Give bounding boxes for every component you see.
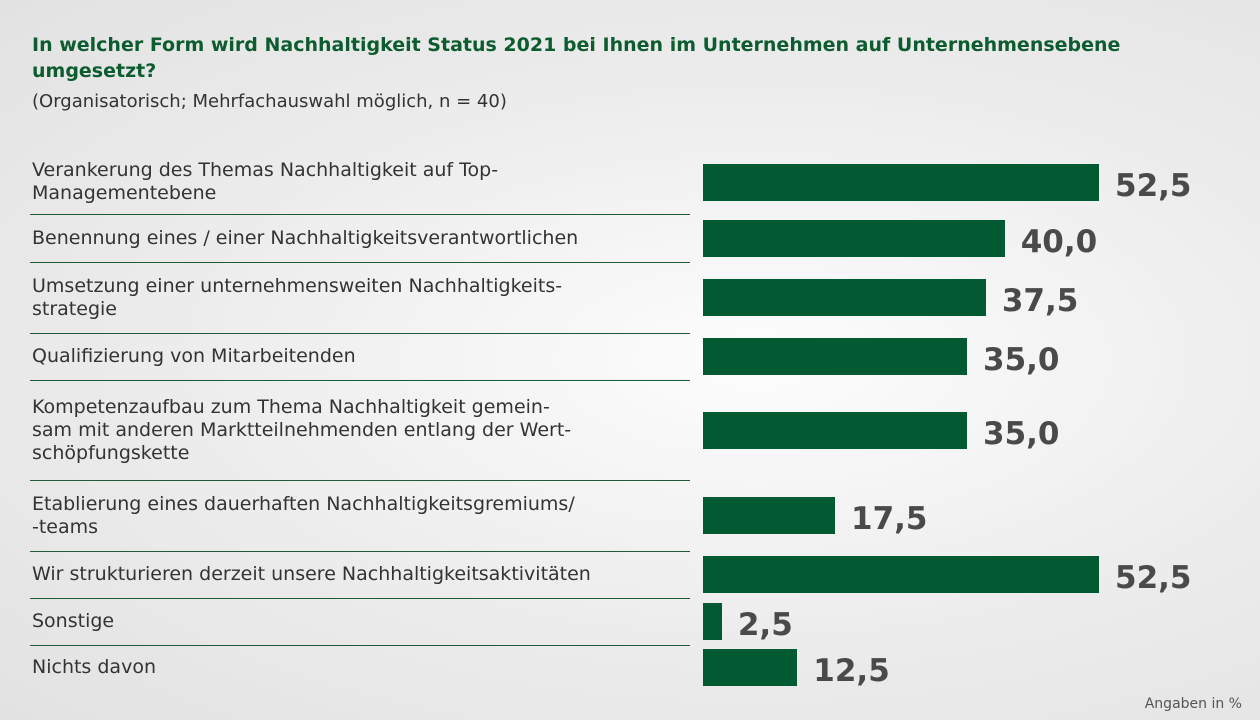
value-label: 40,0: [1020, 223, 1098, 260]
bar: [703, 219, 1005, 257]
value-label: 17,5: [851, 501, 928, 537]
bar: [703, 163, 1099, 201]
bar: [703, 556, 1099, 593]
value-label: 2,5: [737, 607, 793, 643]
row-separator: [30, 480, 690, 481]
row-separator: [30, 262, 690, 263]
row-separator: [30, 333, 690, 334]
value-label: 52,5: [1115, 167, 1192, 204]
category-label: Nichts davon: [32, 656, 156, 678]
row-separator: [30, 214, 690, 215]
category-label: Wir strukturieren derzeit unsere Nachhal…: [32, 563, 591, 585]
row-separator: [30, 598, 690, 599]
value-label: 52,5: [1115, 560, 1192, 596]
value-label: 37,5: [1001, 283, 1079, 319]
category-label: Sonstige: [32, 610, 115, 632]
category-label: Qualifizierung von Mitarbeitenden: [32, 345, 356, 367]
value-label: 35,0: [983, 415, 1060, 452]
row-separator: [30, 645, 690, 646]
value-label: 12,5: [813, 653, 890, 689]
bar: [703, 649, 798, 686]
category-label: Benennung eines / einer Nachhaltigkeitsv…: [32, 226, 579, 249]
category-label: Umsetzung einer unternehmensweiten Nachh…: [32, 274, 563, 320]
category-label: Verankerung des Themas Nachhaltigkeit au…: [32, 159, 499, 204]
bar: [703, 411, 967, 449]
value-label: 35,0: [983, 342, 1060, 378]
chart-title: In welcher Form wird Nachhaltigkeit Stat…: [32, 34, 1121, 82]
bar: [703, 497, 835, 534]
row-separator: [30, 551, 690, 552]
row-separator: [30, 380, 690, 381]
bar: [703, 603, 722, 640]
category-label: Kompetenzaufbau zum Thema Nachhaltigkeit…: [32, 395, 572, 464]
chart-subtitle: (Organisatorisch; Mehrfachauswahl möglic…: [32, 91, 507, 112]
category-label: Etablierung eines dauerhaften Nachhaltig…: [32, 492, 575, 538]
footnote: Angaben in %: [1144, 696, 1242, 712]
bar: [703, 279, 986, 316]
bar: [703, 338, 967, 375]
